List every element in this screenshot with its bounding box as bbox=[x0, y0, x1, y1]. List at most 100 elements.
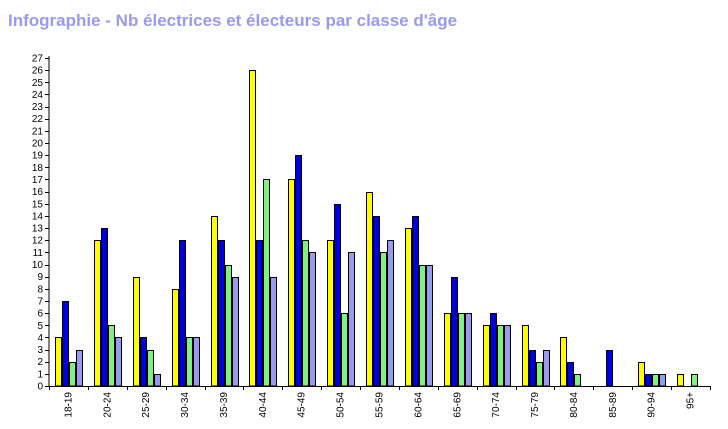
bar bbox=[638, 362, 645, 387]
bar bbox=[218, 240, 225, 387]
bar bbox=[373, 216, 380, 387]
bar bbox=[172, 289, 179, 387]
x-tick-label: 20-24 bbox=[102, 392, 113, 418]
y-tick-label: 21 bbox=[32, 126, 44, 137]
bar bbox=[412, 216, 419, 387]
bar bbox=[295, 155, 302, 387]
bar bbox=[426, 265, 433, 387]
bar bbox=[465, 313, 472, 387]
x-tick-label: 65-69 bbox=[452, 392, 463, 418]
y-tick-label: 3 bbox=[37, 345, 43, 356]
bar bbox=[380, 252, 387, 387]
bar bbox=[101, 228, 108, 387]
bar bbox=[490, 313, 497, 387]
bar bbox=[652, 374, 659, 387]
bar bbox=[691, 374, 698, 387]
bar bbox=[232, 277, 239, 387]
bar bbox=[288, 179, 295, 387]
bar bbox=[497, 325, 504, 387]
bar bbox=[522, 325, 529, 387]
bar bbox=[543, 350, 550, 387]
y-tick-label: 0 bbox=[37, 382, 43, 393]
y-tick-label: 25 bbox=[32, 78, 44, 89]
bar bbox=[536, 362, 543, 387]
y-tick-label: 5 bbox=[37, 321, 43, 332]
x-tick-label: 80-84 bbox=[569, 392, 580, 418]
chart-title: Infographie - Nb électrices et électeurs… bbox=[8, 11, 458, 30]
bar bbox=[211, 216, 218, 387]
y-tick-label: 16 bbox=[32, 187, 44, 198]
y-tick-label: 24 bbox=[32, 90, 44, 101]
y-tick-label: 10 bbox=[32, 260, 44, 271]
y-tick-label: 6 bbox=[37, 309, 43, 320]
bar bbox=[458, 313, 465, 387]
bar bbox=[387, 240, 394, 387]
bar bbox=[419, 265, 426, 387]
bar bbox=[55, 337, 62, 387]
y-tick-label: 20 bbox=[32, 139, 44, 150]
x-tick-label: 55-59 bbox=[375, 392, 386, 418]
bar bbox=[606, 350, 613, 387]
y-tick-label: 22 bbox=[32, 114, 44, 125]
x-tick-label: 45-49 bbox=[297, 392, 308, 418]
y-tick-label: 18 bbox=[32, 163, 44, 174]
x-axis-ticks: 18-19 20-24 25-29 30-34 35-39 40-44 45-49 50-54… bbox=[49, 386, 711, 418]
bar bbox=[444, 313, 451, 387]
x-tick-label: 85-89 bbox=[608, 392, 619, 418]
y-tick-label: 17 bbox=[32, 175, 44, 186]
bar bbox=[302, 240, 309, 387]
x-tick-label: 70-74 bbox=[491, 392, 502, 418]
bar bbox=[483, 325, 490, 387]
bar bbox=[154, 374, 161, 387]
y-tick-label: 23 bbox=[32, 102, 44, 113]
bar bbox=[62, 301, 69, 387]
y-tick-label: 9 bbox=[37, 272, 43, 283]
x-tick-label: 95+ bbox=[686, 392, 697, 409]
bar bbox=[108, 325, 115, 387]
bar bbox=[140, 337, 147, 387]
bar bbox=[133, 277, 140, 387]
bar bbox=[186, 337, 193, 387]
bar bbox=[334, 204, 341, 387]
bar bbox=[69, 362, 76, 387]
y-tick-label: 14 bbox=[32, 211, 44, 222]
bar bbox=[366, 192, 373, 387]
y-tick-label: 7 bbox=[37, 296, 43, 307]
bar bbox=[193, 337, 200, 387]
y-tick-label: 19 bbox=[32, 151, 44, 162]
bar bbox=[677, 374, 684, 387]
x-tick-label: 60-64 bbox=[413, 392, 424, 418]
bar bbox=[76, 350, 83, 387]
bar bbox=[574, 374, 581, 387]
y-tick-label: 2 bbox=[37, 357, 43, 368]
x-tick-label: 35-39 bbox=[219, 392, 230, 418]
y-tick-label: 27 bbox=[32, 54, 44, 65]
y-tick-label: 12 bbox=[32, 236, 44, 247]
x-tick-label: 40-44 bbox=[258, 392, 269, 418]
bar bbox=[115, 337, 122, 387]
bar bbox=[659, 374, 666, 387]
bar bbox=[179, 240, 186, 387]
y-tick-label: 26 bbox=[32, 66, 44, 77]
bar bbox=[348, 252, 355, 387]
bar bbox=[256, 240, 263, 387]
x-tick-label: 90-94 bbox=[647, 392, 658, 418]
bar bbox=[567, 362, 574, 387]
bar bbox=[94, 240, 101, 387]
bar bbox=[263, 179, 270, 387]
y-axis-ticks: 0123456789101112131415161718192021222324… bbox=[32, 54, 49, 393]
y-tick-label: 1 bbox=[37, 369, 43, 380]
x-tick-label: 75-79 bbox=[530, 392, 541, 418]
bar bbox=[405, 228, 412, 387]
bar bbox=[451, 277, 458, 387]
x-tick-label: 25-29 bbox=[141, 392, 152, 418]
y-tick-label: 13 bbox=[32, 224, 44, 235]
bar bbox=[147, 350, 154, 387]
x-tick-label: 50-54 bbox=[336, 392, 347, 418]
bar bbox=[529, 350, 536, 387]
y-tick-label: 4 bbox=[37, 333, 43, 344]
bar bbox=[309, 252, 316, 387]
y-tick-label: 15 bbox=[32, 199, 44, 210]
x-tick-label: 18-19 bbox=[63, 392, 74, 418]
